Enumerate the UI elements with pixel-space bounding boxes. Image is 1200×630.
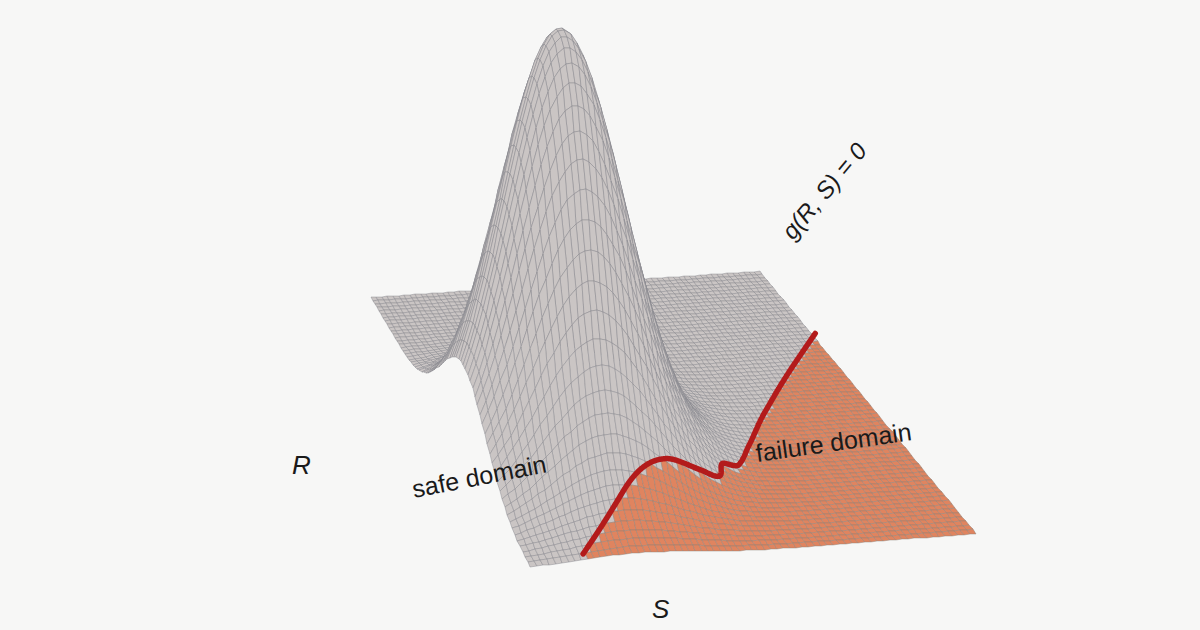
- svg-text:R: R: [292, 450, 311, 480]
- svg-text:S: S: [652, 594, 670, 624]
